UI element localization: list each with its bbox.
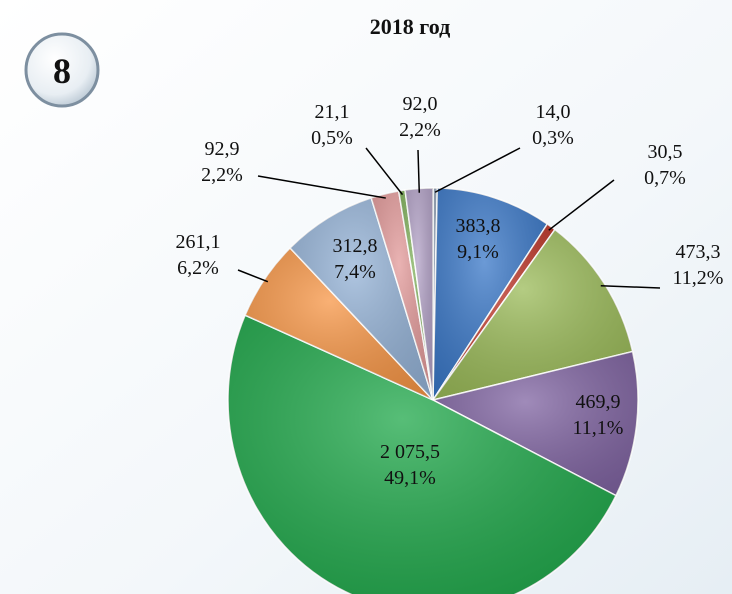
slice-label: 30,5 0,7% <box>644 141 686 189</box>
percent-label: 6,2% <box>177 257 219 279</box>
value-label: 473,3 <box>676 241 721 263</box>
leader-line <box>365 147 404 196</box>
percent-label: 11,1% <box>573 417 624 439</box>
value-label: 92,9 <box>205 138 240 160</box>
value-label: 383,8 <box>456 215 501 237</box>
value-label: 2 075,5 <box>380 441 440 463</box>
slice-label: 312,8 7,4% <box>333 235 378 283</box>
leader-line <box>548 179 615 231</box>
badge-label: 8 <box>53 51 71 91</box>
slice-label: 14,0 0,3% <box>532 101 574 149</box>
percent-label: 2,2% <box>201 164 243 186</box>
percent-label: 0,7% <box>644 167 686 189</box>
percent-label: 0,3% <box>532 127 574 149</box>
value-label: 92,0 <box>403 93 438 115</box>
value-label: 261,1 <box>176 231 221 253</box>
slice-label: 92,0 2,2% <box>399 93 441 141</box>
percent-label: 0,5% <box>311 127 353 149</box>
slice-label: 383,8 9,1% <box>456 215 501 263</box>
percent-label: 7,4% <box>334 261 376 283</box>
leader-line <box>237 269 269 283</box>
slice-label: 21,1 0,5% <box>311 101 353 149</box>
chart-title: 2018 год <box>370 14 450 39</box>
percent-label: 11,2% <box>673 267 724 289</box>
leader-line <box>600 284 661 289</box>
slice-label: 2 075,5 49,1% <box>380 441 440 489</box>
value-label: 21,1 <box>315 101 350 123</box>
value-label: 14,0 <box>536 101 571 123</box>
value-label: 312,8 <box>333 235 378 257</box>
slice-label: 92,9 2,2% <box>201 138 243 186</box>
labels: 14,0 0,3% 383,8 9,1% 30,5 0,7% 473,3 11,2% 469,9… <box>176 93 724 489</box>
slice-label: 261,1 6,2% <box>176 231 221 279</box>
value-label: 469,9 <box>576 391 621 413</box>
percent-label: 9,1% <box>457 241 499 263</box>
value-label: 30,5 <box>648 141 683 163</box>
slice-label: 469,9 11,1% <box>573 391 624 439</box>
percent-label: 2,2% <box>399 119 441 141</box>
percent-label: 49,1% <box>384 467 436 489</box>
badge <box>24 32 100 108</box>
slice-label: 473,3 11,2% <box>673 241 724 289</box>
leader-line <box>257 175 386 199</box>
leader-line <box>434 147 521 193</box>
leader-line <box>417 149 421 193</box>
